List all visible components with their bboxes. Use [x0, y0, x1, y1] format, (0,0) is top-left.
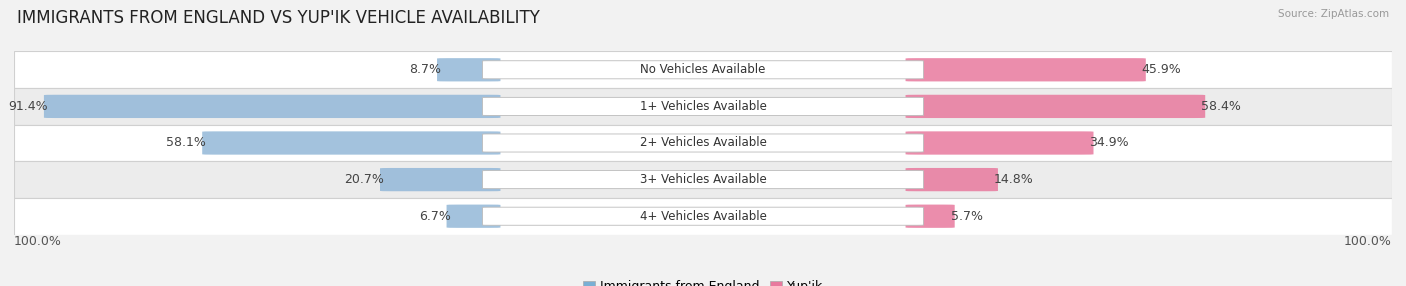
FancyBboxPatch shape [905, 131, 1094, 155]
Text: No Vehicles Available: No Vehicles Available [640, 63, 766, 76]
Text: IMMIGRANTS FROM ENGLAND VS YUP'IK VEHICLE AVAILABILITY: IMMIGRANTS FROM ENGLAND VS YUP'IK VEHICL… [17, 9, 540, 27]
FancyBboxPatch shape [380, 168, 501, 191]
Text: 100.0%: 100.0% [1344, 235, 1392, 248]
FancyBboxPatch shape [447, 204, 501, 228]
Text: 100.0%: 100.0% [14, 235, 62, 248]
FancyBboxPatch shape [14, 161, 1392, 198]
Text: 58.4%: 58.4% [1201, 100, 1241, 113]
Text: 3+ Vehicles Available: 3+ Vehicles Available [640, 173, 766, 186]
FancyBboxPatch shape [437, 58, 501, 82]
Text: 6.7%: 6.7% [419, 210, 451, 223]
FancyBboxPatch shape [482, 207, 924, 225]
Legend: Immigrants from England, Yup'ik: Immigrants from England, Yup'ik [578, 275, 828, 286]
FancyBboxPatch shape [14, 198, 1392, 235]
FancyBboxPatch shape [482, 134, 924, 152]
FancyBboxPatch shape [14, 125, 1392, 161]
Text: 91.4%: 91.4% [8, 100, 48, 113]
FancyBboxPatch shape [14, 51, 1392, 88]
Text: 34.9%: 34.9% [1090, 136, 1129, 150]
FancyBboxPatch shape [905, 58, 1146, 82]
Text: 14.8%: 14.8% [994, 173, 1033, 186]
Text: 8.7%: 8.7% [409, 63, 441, 76]
FancyBboxPatch shape [905, 204, 955, 228]
Text: 2+ Vehicles Available: 2+ Vehicles Available [640, 136, 766, 150]
Text: 20.7%: 20.7% [344, 173, 384, 186]
FancyBboxPatch shape [482, 97, 924, 116]
FancyBboxPatch shape [905, 168, 998, 191]
Text: 58.1%: 58.1% [166, 136, 207, 150]
Text: 4+ Vehicles Available: 4+ Vehicles Available [640, 210, 766, 223]
FancyBboxPatch shape [14, 88, 1392, 125]
FancyBboxPatch shape [44, 95, 501, 118]
Text: 5.7%: 5.7% [950, 210, 983, 223]
FancyBboxPatch shape [202, 131, 501, 155]
Text: Source: ZipAtlas.com: Source: ZipAtlas.com [1278, 9, 1389, 19]
FancyBboxPatch shape [905, 95, 1205, 118]
FancyBboxPatch shape [482, 170, 924, 189]
Text: 1+ Vehicles Available: 1+ Vehicles Available [640, 100, 766, 113]
Text: 45.9%: 45.9% [1142, 63, 1181, 76]
FancyBboxPatch shape [482, 61, 924, 79]
